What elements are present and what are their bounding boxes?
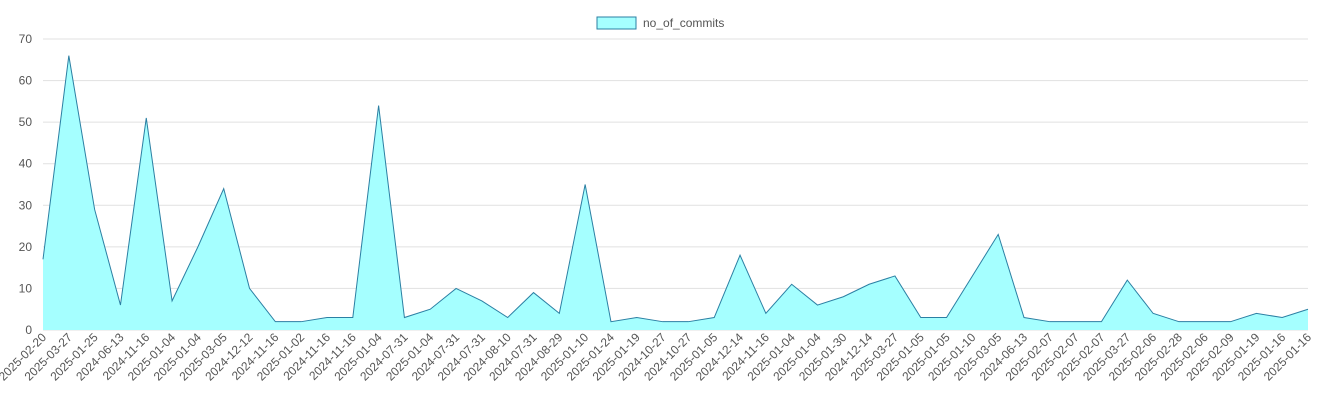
legend-swatch[interactable] <box>596 16 637 30</box>
y-axis: 0 10 20 30 40 50 60 70 <box>19 32 33 337</box>
y-tick-label: 0 <box>25 323 32 337</box>
series-line <box>42 55 1309 323</box>
x-axis: 2025-02-202025-03-272025-01-252024-06-13… <box>0 330 1314 384</box>
y-tick-label: 10 <box>19 281 33 295</box>
y-tick-label: 30 <box>19 198 33 212</box>
y-tick-label: 60 <box>19 74 33 88</box>
y-tick-label: 20 <box>19 240 33 254</box>
series-area-fill <box>43 55 1308 330</box>
y-tick-label: 50 <box>19 115 33 129</box>
legend-label[interactable]: no_of_commits <box>643 16 724 30</box>
grid <box>43 38 1308 331</box>
data-area <box>42 55 1309 330</box>
legend[interactable]: no_of_commits <box>596 16 724 30</box>
y-tick-label: 40 <box>19 157 33 171</box>
y-tick-label: 70 <box>19 32 33 46</box>
